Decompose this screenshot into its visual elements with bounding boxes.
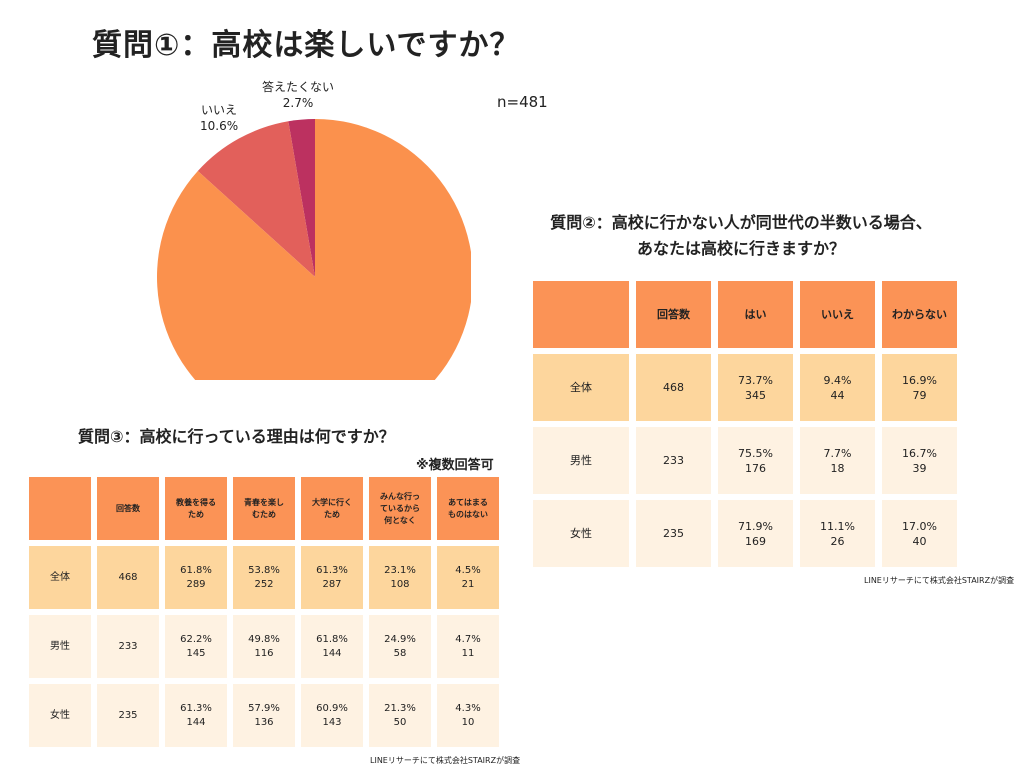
q3-title: 質問③：高校に行っている理由は何ですか？ (78, 427, 395, 446)
q3-table-cell: 233 (97, 615, 159, 678)
pie-label-no-answer: 答えたくない 2.7% (262, 79, 334, 111)
q3-table-cell: 4.7% 11 (437, 615, 499, 678)
q2-table-cell: 9.4% 44 (800, 354, 875, 421)
q3-table-cell: 61.8% 144 (301, 615, 363, 678)
q3-table-header-cell (29, 477, 91, 540)
q3-source-note: LINEリサーチにて株式会社STAIRZが調査 (370, 756, 521, 765)
q3-table-cell: 53.8% 252 (233, 546, 295, 609)
q2-table-cell: 71.9% 169 (718, 500, 793, 567)
pie-label-no-pct: 10.6% (200, 119, 239, 133)
q2-table-cell: 女性 (533, 500, 629, 567)
pie-label-no-answer-pct: 2.7% (282, 96, 314, 110)
q2-source-note: LINEリサーチにて株式会社STAIRZが調査 (864, 576, 1015, 585)
q3-table: 回答数 教養を得る ため 青春を楽し むため 大学に行く ため みんな行っ ているから … (29, 477, 499, 747)
q2-table-cell: 11.1% 26 (800, 500, 875, 567)
q2-table-header-cell: はい (718, 281, 793, 348)
q3-table-header-cell: みんな行っ ているから 何となく (369, 477, 431, 540)
q2-title-line1: 質問②：高校に行かない人が同世代の半数いる場合、 (550, 213, 932, 232)
q2-table-cell: 17.0% 40 (882, 500, 957, 567)
q3-table-cell: 61.3% 287 (301, 546, 363, 609)
pie-slice-0 (288, 119, 315, 277)
q3-table-cell: 24.9% 58 (369, 615, 431, 678)
q3-table-header-cell: 大学に行く ため (301, 477, 363, 540)
q2-table-cell: 233 (636, 427, 711, 494)
q2-table-header-cell: いいえ (800, 281, 875, 348)
q3-multiple-answer-note: ※複数回答可 (416, 458, 494, 473)
q2-table-cell: 男性 (533, 427, 629, 494)
pie-label-no: いいえ 10.6% (200, 102, 238, 134)
sample-size-label: n=481 (497, 93, 548, 111)
q2-table-cell: 73.7% 345 (718, 354, 793, 421)
pie-slice-1 (197, 121, 315, 277)
q3-table-header-cell: 回答数 (97, 477, 159, 540)
pie-label-no-answer-text: 答えたくない (262, 80, 335, 94)
q2-table-header-cell: わからない (882, 281, 957, 348)
q3-table-cell: 23.1% 108 (369, 546, 431, 609)
q2-table-cell: 235 (636, 500, 711, 567)
q2-title: 質問②：高校に行かない人が同世代の半数いる場合、 あなたは高校に行きますか？ (506, 210, 976, 262)
q3-table-cell: 468 (97, 546, 159, 609)
q3-table-cell: 男性 (29, 615, 91, 678)
q3-table-cell: 62.2% 145 (165, 615, 227, 678)
q3-table-header-cell: 教養を得る ため (165, 477, 227, 540)
q2-table: 回答数 はい いいえ わからない全体 468 73.7% 345 9.4% 44 16.9% … (533, 281, 957, 567)
q2-table-header-cell: 回答数 (636, 281, 711, 348)
q2-table-cell: 全体 (533, 354, 629, 421)
q3-table-cell: 49.8% 116 (233, 615, 295, 678)
q3-table-cell: 235 (97, 684, 159, 747)
q2-table-header-cell (533, 281, 629, 348)
q2-table-cell: 75.5% 176 (718, 427, 793, 494)
q3-table-cell: 21.3% 50 (369, 684, 431, 747)
q3-table-cell: 61.8% 289 (165, 546, 227, 609)
q2-table-cell: 7.7% 18 (800, 427, 875, 494)
q3-table-cell: 4.3% 10 (437, 684, 499, 747)
q2-table-cell: 16.7% 39 (882, 427, 957, 494)
q2-table-cell: 16.9% 79 (882, 354, 957, 421)
q3-table-header-cell: 青春を楽し むため (233, 477, 295, 540)
q3-table-cell: 女性 (29, 684, 91, 747)
q3-table-header-cell: あてはまる ものはない (437, 477, 499, 540)
q3-table-cell: 60.9% 143 (301, 684, 363, 747)
q3-table-cell: 全体 (29, 546, 91, 609)
page-title: 質問①：高校は楽しいですか？ (92, 28, 521, 63)
pie-slice-2 (157, 119, 471, 380)
q3-table-cell: 57.9% 136 (233, 684, 295, 747)
q2-title-line2: あなたは高校に行きますか？ (636, 239, 845, 258)
q3-table-cell: 61.3% 144 (165, 684, 227, 747)
pie-label-no-text: いいえ (201, 103, 238, 117)
q3-table-cell: 4.5% 21 (437, 546, 499, 609)
q2-table-cell: 468 (636, 354, 711, 421)
